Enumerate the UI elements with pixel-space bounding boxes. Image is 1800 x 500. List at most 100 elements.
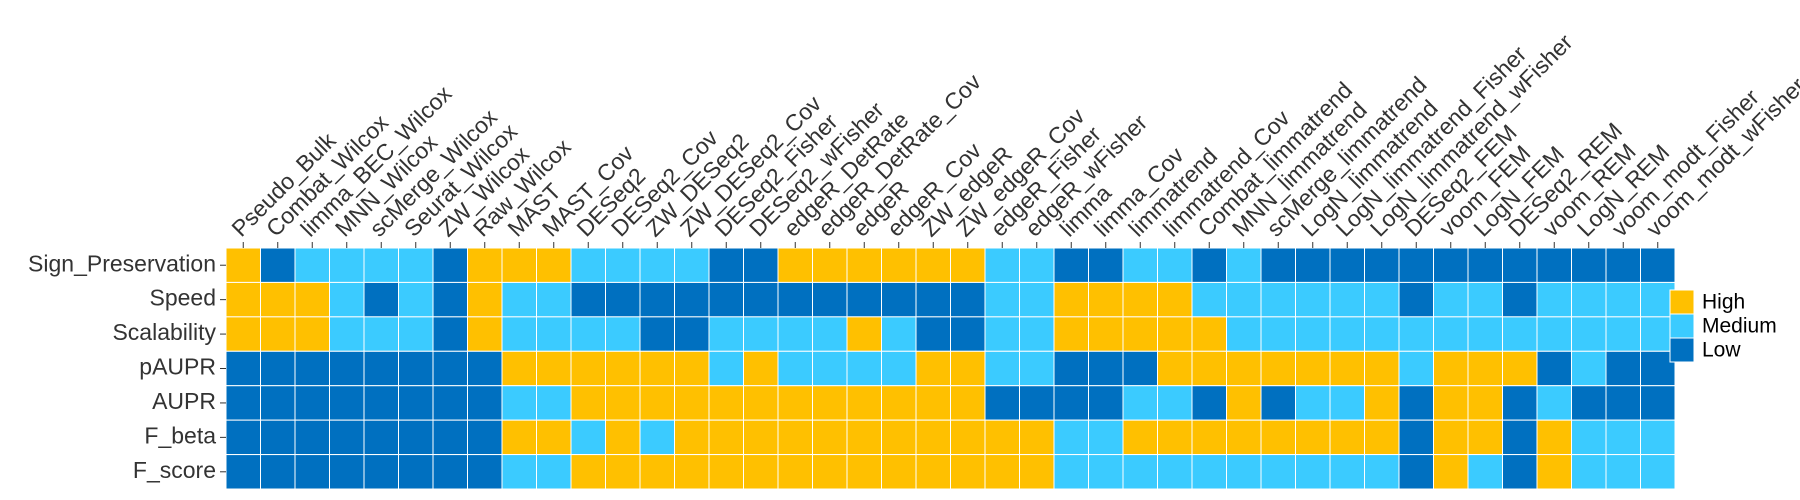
heatmap-cell (812, 350, 848, 387)
heatmap-cell (1502, 350, 1538, 387)
heatmap-cell (225, 350, 261, 387)
heatmap-cell (1640, 247, 1676, 283)
heatmap-cell (225, 281, 261, 318)
heatmap-cell (1122, 350, 1158, 387)
heatmap-cell (1364, 316, 1400, 352)
heatmap-cell (777, 419, 813, 456)
heatmap-cell (260, 385, 296, 421)
heatmap-cell (1019, 316, 1055, 352)
heatmap-cell (363, 454, 399, 490)
heatmap-cell (984, 281, 1020, 318)
heatmap-cell (1295, 247, 1331, 283)
heatmap-cell (1157, 316, 1193, 352)
heatmap-cell (846, 247, 882, 283)
heatmap-cell (915, 419, 951, 456)
heatmap-cell (1502, 385, 1538, 421)
heatmap-cell (1502, 281, 1538, 318)
heatmap-cell (1467, 419, 1503, 456)
heatmap-cell (1295, 385, 1331, 421)
heatmap-cell (1398, 316, 1434, 352)
heatmap-cell (639, 316, 675, 352)
heatmap-cell (1122, 454, 1158, 490)
heatmap-cell (363, 281, 399, 318)
heatmap-cell (1053, 316, 1089, 352)
heatmap-cell (1329, 385, 1365, 421)
heatmap-cell (294, 316, 330, 352)
heatmap-cell (1157, 247, 1193, 283)
heatmap-cell (1398, 247, 1434, 283)
heatmap-cell (881, 454, 917, 490)
heatmap-cell (1502, 247, 1538, 283)
heatmap-cell (1605, 316, 1641, 352)
heatmap-cell (1433, 454, 1469, 490)
heatmap-cell (1122, 281, 1158, 318)
legend-swatch (1669, 313, 1695, 339)
legend-swatch (1669, 337, 1695, 363)
heatmap-cell (881, 350, 917, 387)
heatmap-cell (501, 350, 537, 387)
heatmap-cell (432, 281, 468, 318)
heatmap-cell (1088, 385, 1124, 421)
heatmap-cell (363, 385, 399, 421)
heatmap-cell (915, 385, 951, 421)
heatmap-cell (1191, 281, 1227, 318)
heatmap-cell (743, 350, 779, 387)
heatmap-cell (1295, 454, 1331, 490)
heatmap-cell (708, 350, 744, 387)
heatmap-cell (1019, 419, 1055, 456)
y-tick-label: F_score (133, 457, 216, 483)
heatmap-cell (1536, 419, 1572, 456)
heatmap-cell (1053, 419, 1089, 456)
heatmap-cell (1571, 419, 1607, 456)
legend-swatch (1669, 289, 1695, 315)
heatmap-cell (605, 316, 641, 352)
heatmap-cell (536, 247, 572, 283)
heatmap-cell (501, 385, 537, 421)
heatmap-cell (1571, 454, 1607, 490)
heatmap-cell (812, 419, 848, 456)
heatmap-cell (398, 247, 434, 283)
heatmap-cell (1398, 281, 1434, 318)
heatmap-cell (1157, 385, 1193, 421)
heatmap-cell (812, 316, 848, 352)
heatmap-cell (950, 350, 986, 387)
heatmap-cell (1467, 281, 1503, 318)
heatmap-cell (570, 419, 606, 456)
heatmap-cell (1329, 350, 1365, 387)
heatmap-cell (1364, 454, 1400, 490)
heatmap-cell (1640, 385, 1676, 421)
heatmap-cell (467, 385, 503, 421)
heatmap-cell (570, 385, 606, 421)
heatmap-cell (398, 454, 434, 490)
heatmap-cells (225, 247, 1676, 490)
heatmap-cell (260, 350, 296, 387)
heatmap-cell (674, 419, 710, 456)
heatmap-cell (1433, 316, 1469, 352)
heatmap-cell (1088, 350, 1124, 387)
heatmap-cell (1640, 454, 1676, 490)
heatmap-cell (1191, 350, 1227, 387)
heatmap-cell (812, 247, 848, 283)
heatmap-cell (812, 454, 848, 490)
heatmap-cell (1088, 316, 1124, 352)
legend-label: High (1702, 291, 1745, 314)
y-tick-label: Sign_Preservation (28, 250, 216, 276)
heatmap-cell (536, 350, 572, 387)
heatmap-cell (260, 419, 296, 456)
heatmap-cell (639, 281, 675, 318)
heatmap-cell (1329, 281, 1365, 318)
heatmap-cell (708, 247, 744, 283)
heatmap-cell (1640, 281, 1676, 318)
heatmap-cell (1536, 454, 1572, 490)
heatmap-cell (812, 281, 848, 318)
heatmap-cell (674, 385, 710, 421)
heatmap-cell (1467, 454, 1503, 490)
heatmap-cell (467, 419, 503, 456)
heatmap-cell (1536, 281, 1572, 318)
heatmap-cell (501, 316, 537, 352)
heatmap-cell (1571, 316, 1607, 352)
heatmap-cell (225, 247, 261, 283)
heatmap-cell (225, 316, 261, 352)
heatmap-cell (674, 454, 710, 490)
